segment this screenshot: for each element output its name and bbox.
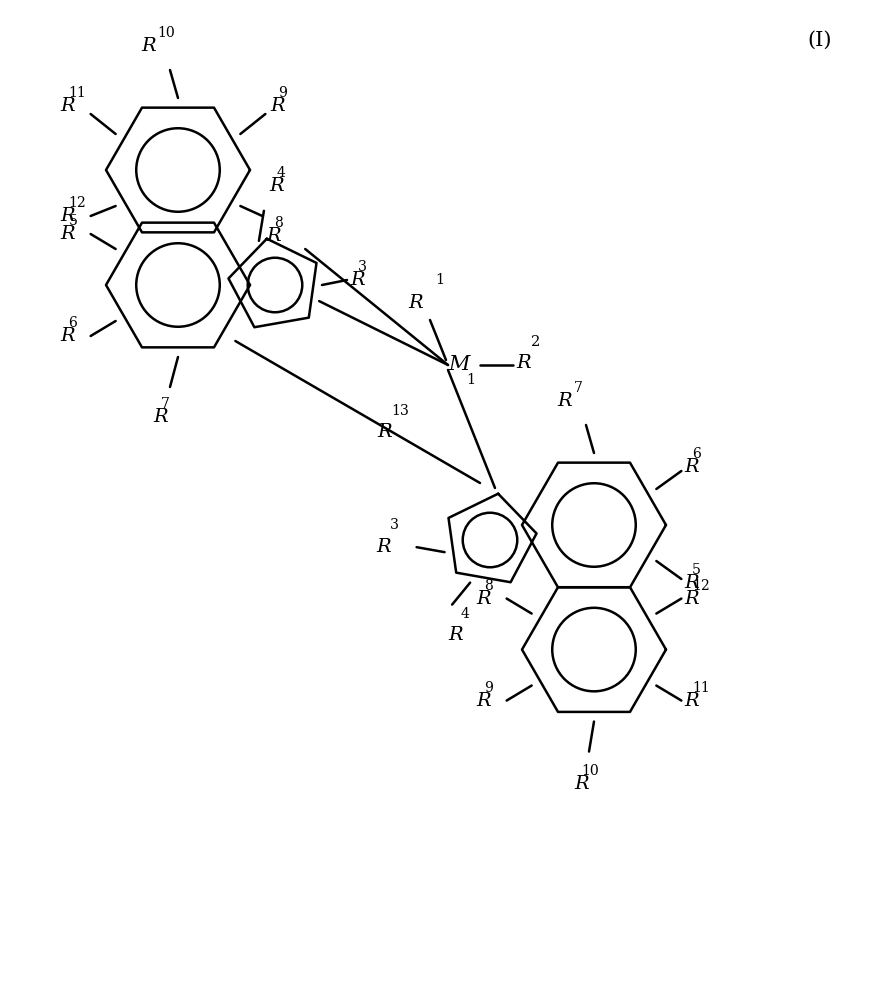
Text: R: R	[270, 97, 285, 115]
Text: 6: 6	[69, 316, 77, 330]
Text: 6: 6	[692, 447, 701, 461]
Text: R: R	[378, 423, 392, 441]
Text: 9: 9	[484, 681, 494, 695]
Text: R: R	[269, 177, 283, 195]
Text: R: R	[516, 354, 531, 372]
Text: R: R	[476, 692, 491, 710]
Text: R: R	[61, 207, 76, 225]
Text: 7: 7	[574, 381, 582, 395]
Text: 1: 1	[435, 273, 444, 287]
Text: 13: 13	[392, 404, 409, 418]
Text: 10: 10	[157, 26, 176, 40]
Text: 5: 5	[692, 563, 701, 577]
Text: R: R	[61, 97, 76, 115]
Text: R: R	[685, 590, 699, 608]
Text: 8: 8	[274, 216, 283, 230]
Text: 11: 11	[69, 86, 86, 100]
Text: R: R	[267, 227, 281, 245]
Text: 8: 8	[484, 579, 494, 593]
Text: R: R	[142, 37, 156, 55]
Text: R: R	[685, 692, 699, 710]
Text: 4: 4	[461, 607, 469, 621]
Text: 2: 2	[531, 335, 541, 349]
Text: 3: 3	[389, 518, 399, 532]
Text: M: M	[448, 356, 469, 374]
Text: 9: 9	[278, 86, 287, 100]
Text: R: R	[61, 327, 76, 345]
Text: R: R	[685, 458, 699, 476]
Text: 3: 3	[358, 260, 367, 274]
Text: 10: 10	[581, 764, 600, 778]
Text: R: R	[448, 626, 463, 644]
Text: R: R	[376, 538, 391, 556]
Text: (I): (I)	[808, 30, 833, 49]
Text: 4: 4	[276, 166, 286, 180]
Text: R: R	[350, 271, 365, 289]
Text: R: R	[153, 408, 168, 426]
Text: 12: 12	[69, 196, 86, 210]
Text: R: R	[557, 392, 572, 410]
Text: 11: 11	[692, 681, 710, 695]
Text: R: R	[408, 294, 423, 312]
Text: R: R	[685, 574, 699, 592]
Text: 12: 12	[692, 579, 710, 593]
Text: R: R	[61, 225, 76, 243]
Text: R: R	[574, 775, 588, 793]
Text: 5: 5	[69, 214, 77, 228]
Text: 1: 1	[466, 373, 475, 387]
Text: R: R	[476, 590, 491, 608]
Text: 7: 7	[161, 397, 169, 411]
